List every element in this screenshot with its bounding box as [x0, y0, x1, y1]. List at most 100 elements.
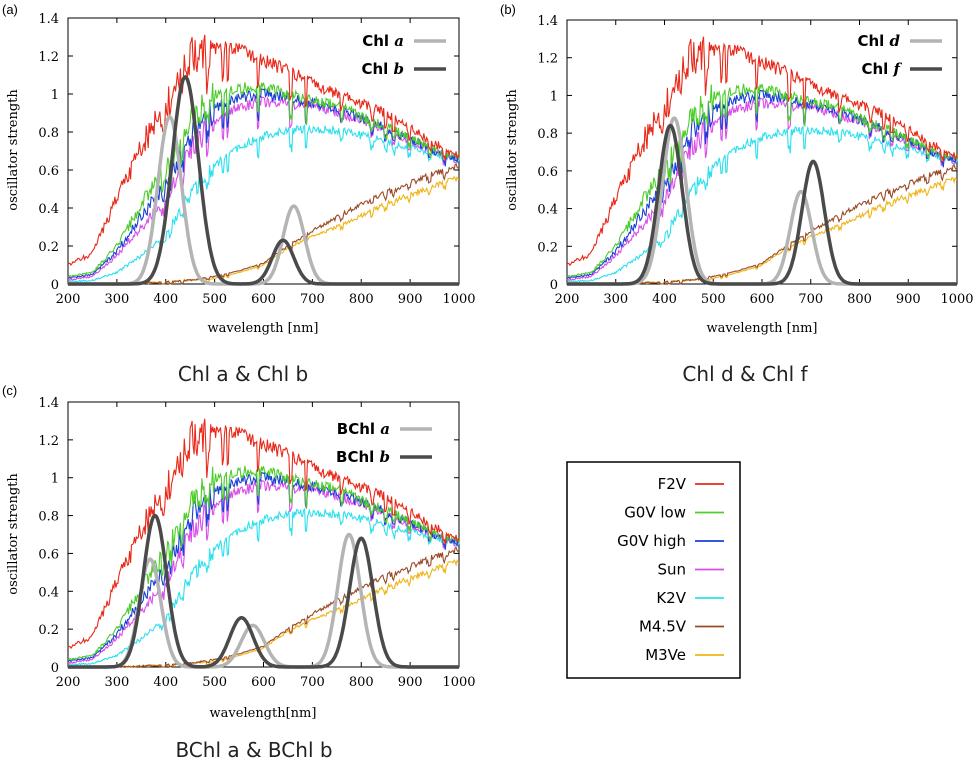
- x-tick-label: 200: [555, 292, 580, 307]
- panel-a: (a) oscillator strength wavelength [nm] …: [2, 2, 476, 386]
- panel-label: (c): [2, 383, 17, 398]
- panel-label: (b): [500, 2, 516, 17]
- x-tick-label: 300: [104, 675, 129, 690]
- x-tick-label: 600: [251, 675, 276, 690]
- x-tick-label: 1000: [442, 675, 475, 690]
- spectra-legend-label: K2V: [656, 589, 686, 607]
- x-tick-label: 200: [56, 675, 81, 690]
- spectrum-m3ve: [67, 175, 460, 285]
- y-tick-label: 1.4: [38, 12, 59, 27]
- x-tick-label: 900: [896, 292, 921, 307]
- spectrum-g0v-high: [566, 89, 958, 280]
- x-tick-label: 400: [153, 675, 178, 690]
- y-tick-label: 0.2: [537, 240, 558, 255]
- spectrum-f2v: [566, 36, 958, 267]
- pigment-curve-chl-a: [68, 114, 459, 286]
- spectra-legend-label: M3Ve: [645, 646, 686, 664]
- y-tick-label: 0.6: [38, 547, 59, 562]
- panel-caption: Chl a & Chl b: [178, 362, 308, 386]
- y-tick-label: 1.2: [38, 50, 59, 65]
- y-axis-label: oscillator strength: [6, 473, 21, 595]
- y-tick-label: 1: [51, 88, 59, 103]
- y-tick-label: 0.6: [38, 164, 59, 179]
- spectrum-k2v: [67, 124, 460, 284]
- x-tick-label: 500: [202, 675, 227, 690]
- x-tick-label: 1000: [442, 292, 475, 307]
- x-tick-label: 700: [300, 675, 325, 690]
- x-tick-label: 400: [153, 292, 178, 307]
- y-tick-label: 0: [51, 278, 59, 293]
- spectrum-f2v: [67, 418, 460, 650]
- pigment-legend-label: BChl b: [336, 448, 390, 466]
- y-tick-label: 0.2: [38, 623, 59, 638]
- pigment-curve-chl-f: [567, 123, 957, 286]
- spectrum-m4-5v: [67, 546, 460, 668]
- spectrum-m3ve: [67, 559, 460, 668]
- pigment-curve-bchl-b: [68, 513, 459, 669]
- x-tick-label: 900: [398, 292, 423, 307]
- y-tick-label: 0.4: [38, 202, 59, 217]
- x-tick-label: 800: [349, 292, 374, 307]
- y-tick-label: 0.4: [537, 203, 558, 218]
- spectra-legend-label: G0V low: [624, 504, 686, 522]
- x-tick-label: 800: [847, 292, 872, 307]
- pigment-legend-label: Chl d: [857, 32, 900, 50]
- x-tick-label: 700: [798, 292, 823, 307]
- spectrum-sun: [67, 479, 460, 665]
- spectrum-g0v-low: [67, 465, 460, 661]
- x-tick-label: 900: [398, 675, 423, 690]
- spectrum-f2v: [67, 34, 460, 266]
- x-axis-label: wavelength [nm]: [706, 321, 817, 336]
- y-tick-label: 1.2: [537, 52, 558, 67]
- spectrum-g0v-low: [67, 82, 460, 278]
- y-tick-label: 1: [51, 472, 59, 487]
- y-axis-label: oscillator strength: [505, 89, 520, 211]
- panel-c: (c) oscillator strength wavelength[nm] B…: [2, 383, 476, 762]
- y-tick-label: 0: [550, 278, 558, 293]
- pigment-legend-label: Chl a: [362, 32, 404, 50]
- y-tick-label: 1: [550, 89, 558, 104]
- x-tick-label: 800: [349, 675, 374, 690]
- x-tick-label: 1000: [940, 292, 973, 307]
- spectrum-m3ve: [566, 176, 958, 285]
- y-tick-label: 0.8: [537, 127, 558, 142]
- y-tick-label: 0.8: [38, 126, 59, 141]
- y-tick-label: 0.2: [38, 240, 59, 255]
- x-axis-label: wavelength[nm]: [210, 706, 317, 721]
- y-tick-label: 1.2: [38, 434, 59, 449]
- x-tick-label: 600: [750, 292, 775, 307]
- spectrum-sun: [566, 97, 958, 282]
- pigment-legend-label: Chl f: [861, 60, 902, 78]
- x-tick-label: 500: [701, 292, 726, 307]
- x-tick-label: 400: [652, 292, 677, 307]
- x-tick-label: 700: [300, 292, 325, 307]
- spectra-legend-label: G0V high: [617, 532, 686, 550]
- panel-caption: BChl a & BChl b: [175, 738, 332, 762]
- x-tick-label: 600: [251, 292, 276, 307]
- spectrum-k2v: [566, 125, 958, 284]
- y-tick-label: 0.6: [537, 165, 558, 180]
- x-tick-label: 500: [202, 292, 227, 307]
- spectra-legend-label: Sun: [657, 561, 686, 579]
- pigment-curve-chl-d: [567, 116, 957, 286]
- y-tick-label: 0.8: [38, 510, 59, 525]
- spectra-legend: F2V G0V low G0V high Sun K2V M4.5V M3Ve: [566, 461, 741, 679]
- y-tick-label: 1.4: [537, 14, 558, 29]
- spectra-legend-label: F2V: [658, 475, 687, 493]
- x-tick-label: 300: [104, 292, 129, 307]
- x-tick-label: 300: [603, 292, 628, 307]
- y-axis-label: oscillator strength: [6, 89, 21, 211]
- pigment-legend-label: BChl a: [337, 420, 390, 438]
- y-tick-label: 0.4: [38, 585, 59, 600]
- panel-label: (a): [2, 2, 18, 17]
- spectrum-g0v-high: [67, 471, 460, 663]
- x-axis-label: wavelength [nm]: [207, 321, 318, 336]
- panel-b: (b) oscillator strength wavelength [nm] …: [500, 2, 974, 386]
- x-tick-label: 200: [56, 292, 81, 307]
- pigment-legend-label: Chl b: [361, 60, 404, 78]
- panel-caption: Chl d & Chl f: [682, 362, 808, 386]
- spectrum-g0v-high: [67, 87, 460, 280]
- spectrum-g0v-low: [566, 83, 958, 278]
- spectra-legend-label: M4.5V: [639, 618, 687, 636]
